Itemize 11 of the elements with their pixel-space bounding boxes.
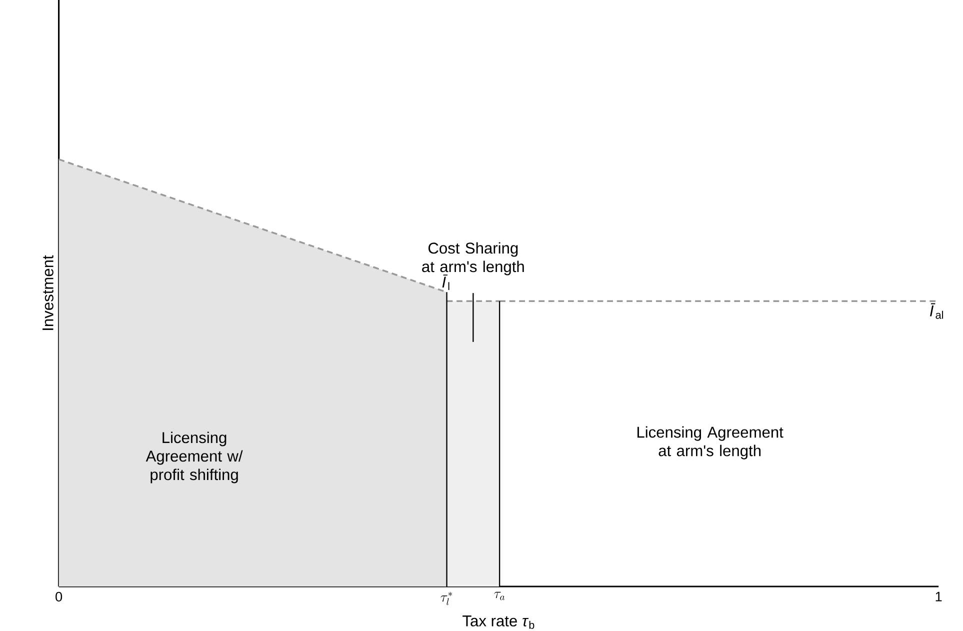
annotation: Licensing Agreement w/ profit shifting <box>146 431 243 484</box>
annotation: Licensing Agreement at arm's length <box>637 426 784 460</box>
series-label: Ī$_{l}$ <box>442 274 450 290</box>
x-tick-label: 0 <box>56 592 62 602</box>
x-tick-label: $\tau_l^*$ <box>440 592 452 605</box>
x-tick-label: 1 <box>936 592 942 602</box>
x-tick-label: $\tau_a$ <box>494 592 505 600</box>
y-axis-title: Investment <box>42 255 54 330</box>
annotation: Cost Sharing at arm's length <box>422 242 524 276</box>
series-label: Ī$_{al}$ <box>930 303 944 319</box>
x-axis-title: Tax rate τ$_{b}$ <box>462 615 534 629</box>
